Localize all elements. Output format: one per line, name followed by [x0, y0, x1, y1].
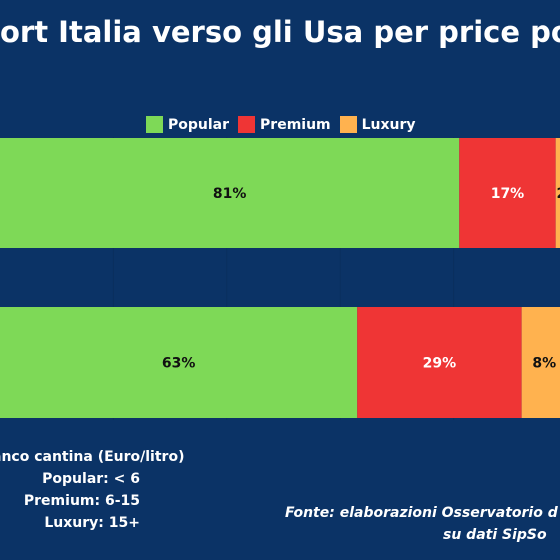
- source-line-1: Fonte: elaborazioni Osservatorio d: [285, 505, 558, 521]
- bar-popular-1: [0, 307, 358, 418]
- data-label-popular-0: 81%: [213, 186, 247, 202]
- legend-item-popular: Popular: [146, 116, 229, 133]
- data-label-premium-0: 17%: [491, 186, 525, 202]
- notes-row-popular: Popular: < 6: [42, 471, 140, 487]
- data-label-luxury-1: 8%: [532, 356, 556, 372]
- source-line-2: su dati SipSo: [443, 527, 547, 543]
- legend: Popular Premium Luxury: [146, 116, 425, 133]
- price-notes: anco cantina (Euro/litro) Popular: < 6 P…: [0, 446, 184, 534]
- data-label-luxury-0: 2: [556, 186, 560, 202]
- notes-row-premium: Premium: 6-15: [23, 493, 140, 509]
- legend-item-premium: Premium: [238, 116, 331, 133]
- notes-row-luxury: Luxury: 15+: [44, 515, 140, 531]
- chart-title: ort Italia verso gli Usa per price po: [0, 15, 560, 49]
- data-label-popular-1: 63%: [162, 356, 196, 372]
- legend-item-luxury: Luxury: [339, 116, 416, 133]
- bar-premium-0: [459, 138, 556, 248]
- bar-luxury-0: [555, 138, 560, 248]
- data-label-premium-1: 29%: [423, 356, 457, 372]
- notes-heading: anco cantina (Euro/litro): [0, 449, 185, 465]
- legend-swatch-premium: [238, 116, 256, 133]
- legend-label-premium: Premium: [260, 116, 331, 133]
- legend-swatch-popular: [146, 116, 163, 133]
- bar-premium-1: [357, 307, 522, 418]
- source-note: Fonte: elaborazioni Osservatorio d su da…: [285, 502, 558, 546]
- legend-label-luxury: Luxury: [361, 116, 416, 133]
- legend-label-popular: Popular: [168, 116, 230, 133]
- bar-luxury-1: [521, 307, 560, 418]
- bar-popular-0: [0, 138, 460, 248]
- legend-swatch-luxury: [339, 116, 357, 133]
